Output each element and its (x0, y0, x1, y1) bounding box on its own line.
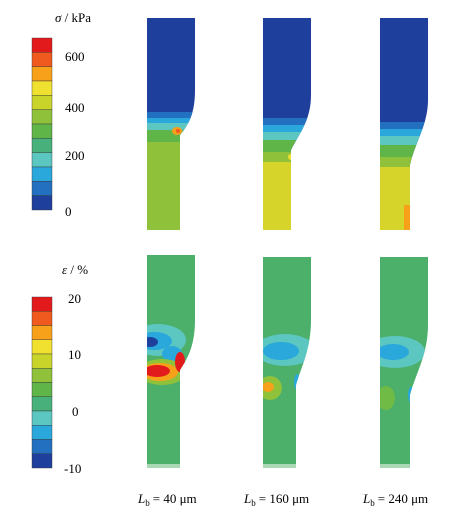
strain-panel-part (263, 342, 299, 360)
unit: / % (70, 262, 88, 277)
stress-panel-part (147, 112, 195, 120)
stress-colorbar-part (31, 123, 53, 139)
stress-panel-part (263, 132, 311, 140)
caption: Lb = 40 μm (137, 491, 197, 508)
caption-text: = 240 μm (378, 491, 428, 506)
strain-colorbar-part (31, 453, 53, 469)
strain-colorbar-part (31, 339, 53, 355)
tick-label: 400 (65, 100, 85, 115)
stress-colorbar-part (31, 80, 53, 96)
subscript: b (145, 498, 150, 508)
stress-panel-part (263, 125, 311, 132)
stress-panel-part (147, 130, 195, 142)
tick-label: 600 (65, 49, 85, 64)
stress-panel-part (380, 122, 428, 130)
strain-colorbar (31, 296, 53, 469)
stress-colorbar-part (31, 95, 53, 110)
strain-colorbar-part (31, 296, 53, 312)
tick-label: 0 (72, 404, 79, 419)
stress-panel-part (263, 118, 311, 126)
strain-panel-part (294, 374, 300, 390)
caption-text: = 40 μm (153, 491, 197, 506)
tick-label: 200 (65, 148, 85, 163)
tick-label: -10 (64, 461, 81, 476)
stress-colorbar-part (31, 52, 53, 67)
strain-panel-part (263, 382, 274, 392)
stress-panel-part (404, 205, 414, 230)
symbol: L (243, 491, 251, 506)
stress-colorbar-part (31, 37, 53, 53)
strain-panel (263, 257, 311, 468)
stress-panel-part (263, 162, 311, 230)
caption-text: = 160 μm (259, 491, 309, 506)
strain-colorbar-part (31, 382, 53, 397)
strain-colorbar-part (31, 368, 53, 383)
stress-panel (263, 18, 311, 230)
stress-panel-part (147, 123, 195, 131)
stress-panel-part (263, 140, 311, 152)
stress-colorbar-part (31, 195, 53, 211)
strain-colorbar-part (31, 353, 53, 369)
stress-colorbar (31, 37, 53, 211)
stress-panel (147, 18, 195, 230)
tick-label: 10 (68, 347, 81, 362)
caption: Lb = 240 μm (362, 491, 428, 508)
strain-colorbar-part (31, 425, 53, 440)
tick-label: 20 (68, 291, 81, 306)
strain-legend-title: ε / % (62, 262, 88, 277)
strain-panel-part (175, 352, 185, 372)
stress-panel-part (288, 154, 294, 160)
stress-colorbar-part (31, 181, 53, 196)
stress-panel-part (380, 167, 428, 230)
stress-panel-part (380, 157, 428, 167)
strain-colorbar-part (31, 325, 53, 340)
strain-panel (147, 255, 195, 468)
strain-colorbar-part (31, 410, 53, 426)
panel-base (147, 464, 180, 468)
stress-panel-part (147, 142, 195, 230)
stress-legend-title: σ / kPa (55, 10, 91, 25)
strain-colorbar-part (31, 311, 53, 326)
subscript: b (251, 498, 256, 508)
symbol: L (137, 491, 145, 506)
panel-base (263, 464, 296, 468)
stress-panel-part (176, 129, 180, 133)
strain-panel-part (408, 387, 414, 403)
stress-colorbar-part (31, 152, 53, 168)
stress-colorbar-part (31, 109, 53, 125)
symbol: ε (62, 262, 68, 277)
stress-panel-part (263, 152, 311, 162)
subscript: b (370, 498, 375, 508)
strain-panel-part (380, 386, 395, 410)
stress-panel (380, 18, 428, 230)
stress-panel-part (380, 145, 428, 157)
panel-base (380, 464, 410, 468)
strain-colorbar-part (31, 396, 53, 412)
unit: / kPa (65, 10, 92, 25)
symbol: σ (55, 10, 62, 25)
strain-panel-part (147, 365, 170, 377)
symbol: L (362, 491, 370, 506)
stress-colorbar-part (31, 66, 53, 82)
stress-colorbar-part (31, 138, 53, 153)
tick-label: 0 (65, 204, 72, 219)
strain-panel-part (147, 337, 158, 347)
strain-colorbar-part (31, 439, 53, 454)
strain-panel (380, 257, 428, 468)
caption: Lb = 160 μm (243, 491, 309, 508)
stress-panel-part (380, 136, 428, 145)
stress-panel-part (147, 118, 195, 124)
stress-panel-part (380, 129, 428, 136)
stress-colorbar-part (31, 166, 53, 182)
strain-panel-part (380, 344, 409, 360)
